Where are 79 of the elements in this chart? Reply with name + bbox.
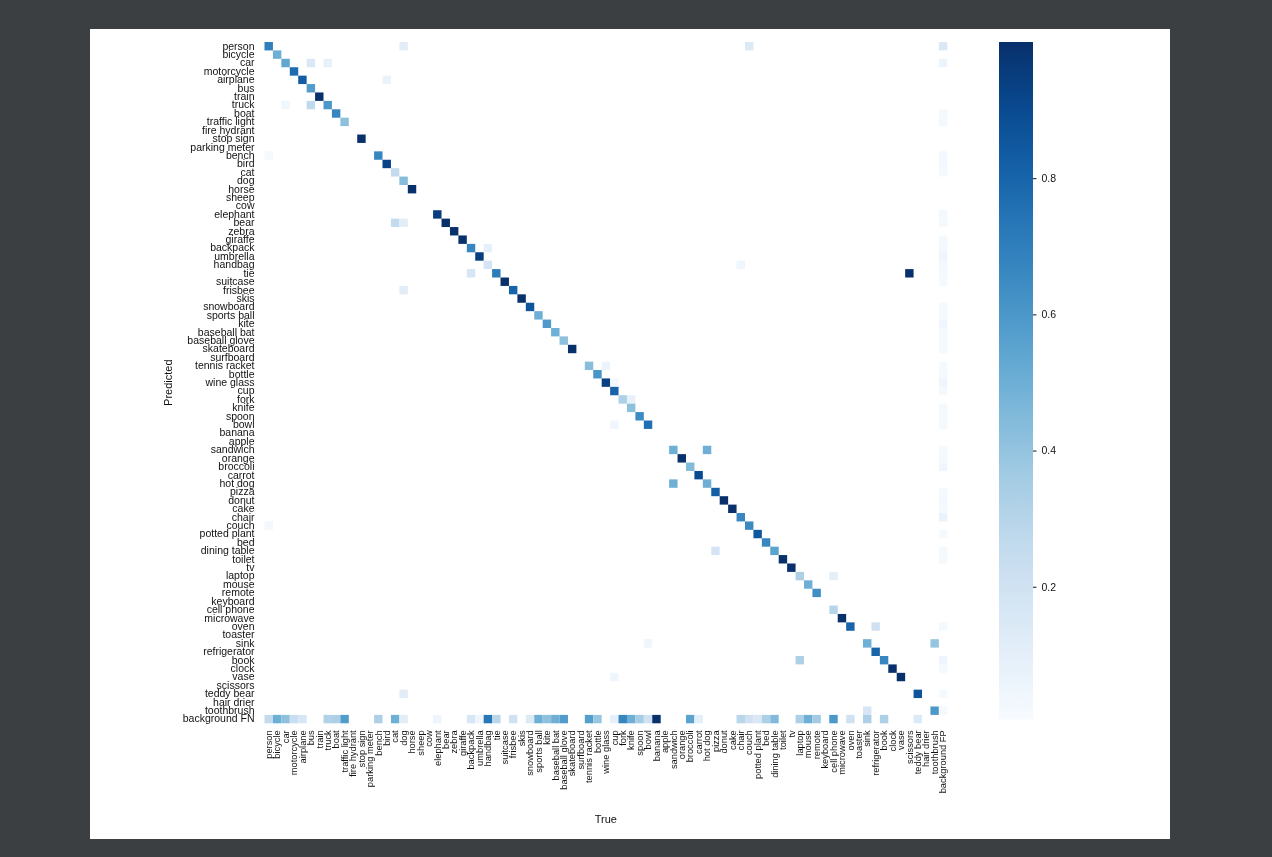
x-tick-label: truck	[322, 729, 333, 751]
x-tick-label: wine glass	[601, 729, 612, 775]
color-bar-label: 0.4	[1041, 444, 1057, 457]
x-tick-label: laptop	[795, 730, 806, 756]
color-bar-label: 0.8	[1041, 172, 1057, 185]
x-tick-label: giraffe	[457, 730, 468, 756]
y-tick-label: giraffe	[225, 233, 255, 246]
color-bar-label: 0.2	[1041, 580, 1057, 593]
x-tick-label: potted plant	[752, 729, 763, 779]
x-tick-label: knife	[626, 730, 637, 750]
x-tick-label: toaster	[854, 730, 865, 759]
x-tick-label: snowboard	[525, 730, 536, 776]
x-tick-label: couch	[744, 730, 755, 756]
x-tick-label: oven	[845, 730, 856, 751]
y-tick-label: person	[222, 39, 255, 52]
x-tick-label: chair	[736, 730, 747, 751]
x-tick-label: bottle	[592, 730, 603, 754]
x-tick-label: bird	[381, 730, 392, 746]
x-tick-label: orange	[677, 730, 688, 760]
x-tick-label: handbag	[483, 730, 494, 767]
x-tick-label: broccoli	[685, 730, 696, 763]
x-tick-label: cat	[390, 729, 401, 743]
x-axis-title: True	[594, 813, 618, 825]
x-tick-label: bus	[306, 729, 317, 746]
x-tick-label: toilet	[778, 729, 789, 750]
x-tick-label: cow	[424, 730, 435, 747]
x-tick-label: banana	[651, 729, 662, 762]
x-tick-label: dog	[398, 730, 409, 746]
x-tick-label: sheep	[415, 730, 426, 756]
x-tick-label: baseball bat	[550, 729, 561, 781]
x-tick-label: keyboard	[820, 730, 831, 769]
x-tick-label: bench	[373, 730, 384, 756]
x-tick-label: vase	[896, 730, 907, 750]
x-tick-label: zebra	[449, 729, 460, 754]
x-tick-label: tv	[786, 729, 797, 738]
x-tick-label: person	[263, 730, 274, 759]
x-tick-label: skateboard	[567, 730, 578, 777]
x-tick-label: sink	[862, 729, 873, 747]
x-tick-label: motorcycle	[289, 730, 300, 776]
x-tick-label: bowl	[643, 730, 654, 750]
x-tick-label: train	[314, 730, 325, 749]
x-tick-label: clock	[887, 729, 898, 752]
x-tick-label: skis	[516, 729, 527, 747]
x-tick-label: backpack	[466, 729, 477, 770]
x-tick-label: book	[879, 729, 890, 751]
x-tick-label: boat	[331, 729, 342, 749]
y-tick-label: refrigerator	[203, 645, 255, 658]
y-tick-label: wine glass	[204, 376, 255, 389]
x-tick-label: refrigerator	[870, 730, 881, 776]
x-tick-label: fire hydrant	[348, 729, 359, 777]
x-tick-label: cake	[727, 730, 738, 750]
x-tick-label: bed	[761, 730, 772, 746]
x-tick-label: toothbrush	[929, 730, 940, 775]
x-tick-label: microwave	[837, 730, 848, 775]
x-tick-label: remote	[811, 730, 822, 760]
x-tick-label: kite	[542, 730, 553, 745]
x-tick-label: elephant	[432, 729, 443, 766]
x-tick-label: donut	[719, 729, 730, 754]
x-tick-label: cup	[609, 730, 620, 746]
x-tick-label: bicycle	[272, 730, 283, 759]
x-tick-label: dining table	[769, 730, 780, 778]
y-axis-title: Predicted	[162, 359, 174, 406]
x-tick-label: background FP	[938, 730, 949, 794]
x-tick-label: hot dog	[702, 730, 713, 762]
x-tick-label: spoon	[634, 730, 645, 756]
x-tick-label: traffic light	[339, 729, 350, 773]
x-tick-label: horse	[407, 730, 418, 754]
x-tick-label: bear	[440, 730, 451, 749]
x-tick-label: car	[280, 730, 291, 744]
x-tick-label: carrot	[693, 729, 704, 755]
x-tick-label: tennis racket	[584, 729, 595, 784]
x-tick-label: apple	[660, 730, 671, 754]
x-tick-label: hair drier	[921, 730, 932, 767]
x-tick-label: frisbee	[508, 730, 519, 759]
color-bar-label: 0.6	[1041, 308, 1057, 321]
x-tick-label: surfboard	[575, 730, 586, 770]
x-tick-label: scissors	[904, 729, 915, 764]
x-tick-label: suitcase	[500, 730, 510, 765]
x-tick-label: sports ball	[533, 730, 544, 773]
